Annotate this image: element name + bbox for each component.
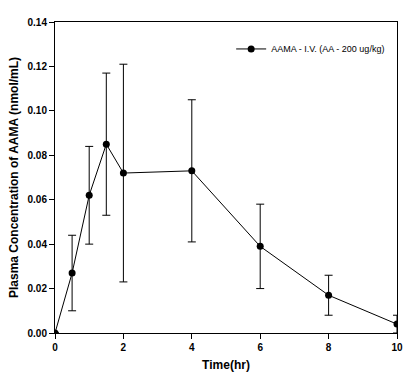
svg-text:0.12: 0.12 <box>28 61 48 72</box>
svg-text:0.10: 0.10 <box>28 105 48 116</box>
svg-text:2: 2 <box>121 342 127 353</box>
svg-text:8: 8 <box>326 342 332 353</box>
svg-text:0.14: 0.14 <box>28 17 48 28</box>
svg-text:0: 0 <box>52 342 58 353</box>
svg-text:0.08: 0.08 <box>28 150 48 161</box>
svg-text:0.06: 0.06 <box>28 194 48 205</box>
svg-text:Time(hr): Time(hr) <box>202 358 250 372</box>
svg-text:4: 4 <box>189 342 195 353</box>
svg-text:10: 10 <box>391 342 403 353</box>
svg-text:AAMA - I.V. (AA - 200 ug/kg): AAMA - I.V. (AA - 200 ug/kg) <box>271 44 384 54</box>
svg-text:Plasma Concentration of AAMA (: Plasma Concentration of AAMA (nmol/mL) <box>7 57 21 298</box>
svg-text:6: 6 <box>257 342 263 353</box>
svg-text:0.00: 0.00 <box>28 328 48 339</box>
svg-text:0.04: 0.04 <box>28 239 48 250</box>
svg-text:0.02: 0.02 <box>28 283 48 294</box>
